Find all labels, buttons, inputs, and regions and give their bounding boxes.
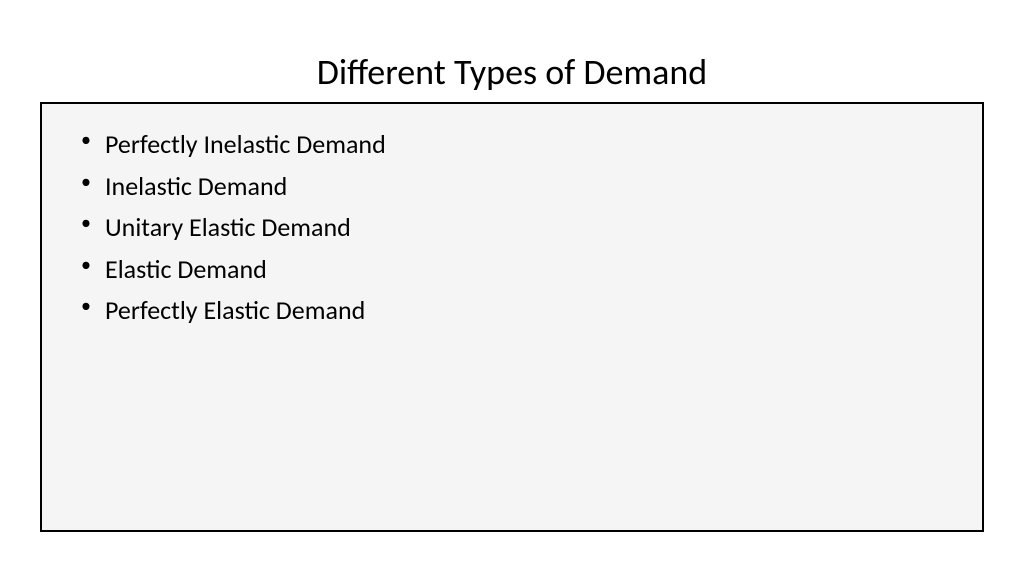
list-item: Perfectly Elastic Demand xyxy=(77,290,947,332)
list-item: Inelastic Demand xyxy=(77,166,947,208)
bullet-list: Perfectly Inelastic Demand Inelastic Dem… xyxy=(77,124,947,332)
list-item: Elastic Demand xyxy=(77,249,947,291)
list-item: Perfectly Inelastic Demand xyxy=(77,124,947,166)
slide-title: Different Types of Demand xyxy=(0,0,1024,102)
content-box: Perfectly Inelastic Demand Inelastic Dem… xyxy=(40,102,984,532)
list-item: Unitary Elastic Demand xyxy=(77,207,947,249)
